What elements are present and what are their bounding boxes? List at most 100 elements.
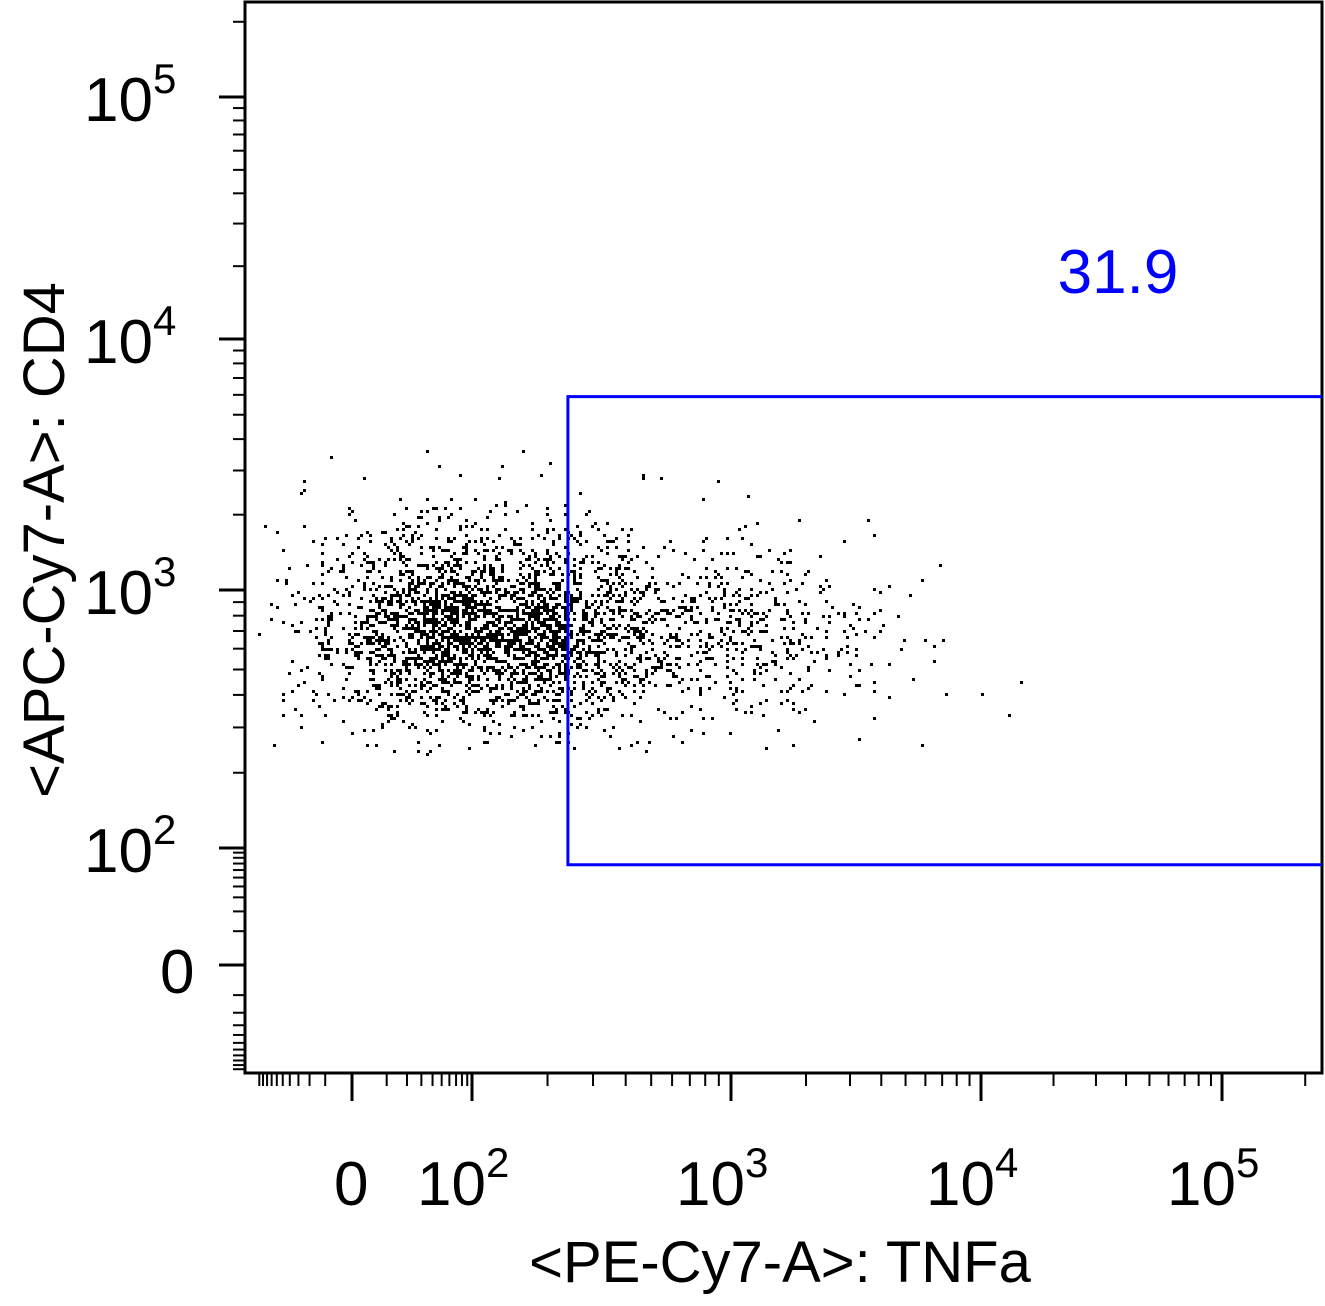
- event-dot: [549, 588, 552, 591]
- event-dot: [450, 576, 453, 579]
- event-dot: [573, 645, 576, 648]
- event-dot: [321, 648, 324, 651]
- event-dot: [609, 588, 612, 591]
- event-dot: [516, 627, 519, 630]
- event-dot: [546, 624, 549, 627]
- event-dot: [627, 567, 630, 570]
- event-dot: [408, 651, 411, 654]
- event-dot: [807, 666, 810, 669]
- event-dot: [804, 618, 807, 621]
- event-dot: [396, 600, 399, 603]
- event-dot: [384, 591, 387, 594]
- event-dot: [465, 621, 468, 624]
- event-dot: [426, 567, 429, 570]
- event-dot: [363, 585, 366, 588]
- event-dot: [486, 669, 489, 672]
- event-dot: [729, 609, 732, 612]
- event-dot: [483, 612, 486, 615]
- event-dot: [618, 747, 621, 750]
- event-dot: [546, 642, 549, 645]
- event-dot: [405, 624, 408, 627]
- event-dot: [546, 612, 549, 615]
- event-dot: [486, 651, 489, 654]
- event-dot: [510, 735, 513, 738]
- event-dot: [756, 645, 759, 648]
- event-dot: [435, 567, 438, 570]
- event-dot: [597, 708, 600, 711]
- event-dot: [378, 621, 381, 624]
- event-dot: [447, 540, 450, 543]
- event-dot: [372, 651, 375, 654]
- event-dot: [459, 624, 462, 627]
- event-dot: [552, 609, 555, 612]
- event-dot: [399, 669, 402, 672]
- event-dot: [603, 642, 606, 645]
- event-dot: [537, 582, 540, 585]
- event-dot: [699, 639, 702, 642]
- event-dot: [384, 564, 387, 567]
- event-dot: [297, 630, 300, 633]
- event-dot: [597, 645, 600, 648]
- event-dot: [438, 516, 441, 519]
- event-dot: [639, 654, 642, 657]
- event-dot: [855, 648, 858, 651]
- y-tick-label: 105: [84, 55, 176, 135]
- event-dot: [738, 618, 741, 621]
- event-dot: [426, 606, 429, 609]
- event-dot: [498, 552, 501, 555]
- event-dot: [468, 603, 471, 606]
- event-dot: [573, 681, 576, 684]
- event-dot: [513, 639, 516, 642]
- event-dot: [471, 609, 474, 612]
- event-dot: [432, 546, 435, 549]
- event-dot: [561, 639, 564, 642]
- event-dot: [555, 648, 558, 651]
- event-dot: [408, 576, 411, 579]
- event-dot: [540, 720, 543, 723]
- event-dot: [672, 597, 675, 600]
- event-dot: [525, 627, 528, 630]
- event-dot: [549, 594, 552, 597]
- event-dot: [393, 624, 396, 627]
- event-dot: [453, 582, 456, 585]
- event-dot: [435, 507, 438, 510]
- event-dot: [558, 624, 561, 627]
- event-dot: [591, 714, 594, 717]
- event-dot: [522, 705, 525, 708]
- event-dot: [681, 690, 684, 693]
- event-dot: [324, 654, 327, 657]
- event-dot: [942, 639, 945, 642]
- event-dot: [621, 585, 624, 588]
- event-dot: [510, 639, 513, 642]
- event-dot: [600, 699, 603, 702]
- event-dot: [414, 726, 417, 729]
- event-dot: [348, 699, 351, 702]
- event-dot: [591, 594, 594, 597]
- event-dot: [459, 699, 462, 702]
- event-dot: [447, 516, 450, 519]
- event-dot: [642, 546, 645, 549]
- event-dot: [600, 585, 603, 588]
- tick-label-exponent: 5: [1236, 1139, 1259, 1186]
- event-dot: [420, 582, 423, 585]
- event-dot: [369, 609, 372, 612]
- event-dot: [453, 624, 456, 627]
- event-dot: [444, 651, 447, 654]
- event-dot: [390, 693, 393, 696]
- event-dot: [558, 585, 561, 588]
- event-dot: [585, 699, 588, 702]
- event-dot: [420, 510, 423, 513]
- event-dot: [600, 639, 603, 642]
- event-dot: [456, 615, 459, 618]
- event-dot: [825, 690, 828, 693]
- event-dot: [555, 597, 558, 600]
- event-dot: [360, 642, 363, 645]
- event-dot: [465, 705, 468, 708]
- event-dot: [300, 714, 303, 717]
- event-dot: [642, 477, 645, 480]
- event-dot: [600, 633, 603, 636]
- event-dot: [498, 618, 501, 621]
- event-dot: [486, 603, 489, 606]
- event-dot: [519, 693, 522, 696]
- event-dot: [444, 615, 447, 618]
